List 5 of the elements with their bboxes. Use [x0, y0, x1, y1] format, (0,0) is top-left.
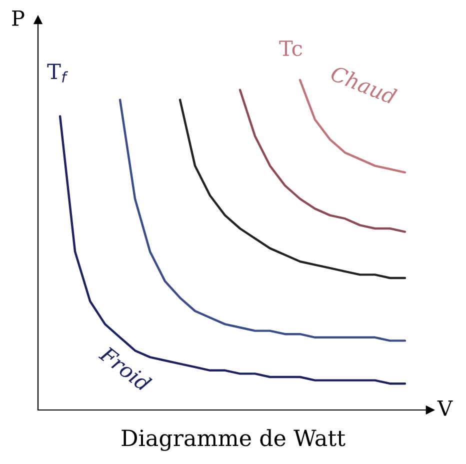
x-axis-title: V: [437, 400, 453, 416]
annotation: T$_{f}$: [47, 64, 68, 82]
y-axis-title: P: [12, 10, 24, 26]
text: Tc: [279, 40, 302, 56]
text: Diagramme de Watt: [122, 429, 346, 451]
